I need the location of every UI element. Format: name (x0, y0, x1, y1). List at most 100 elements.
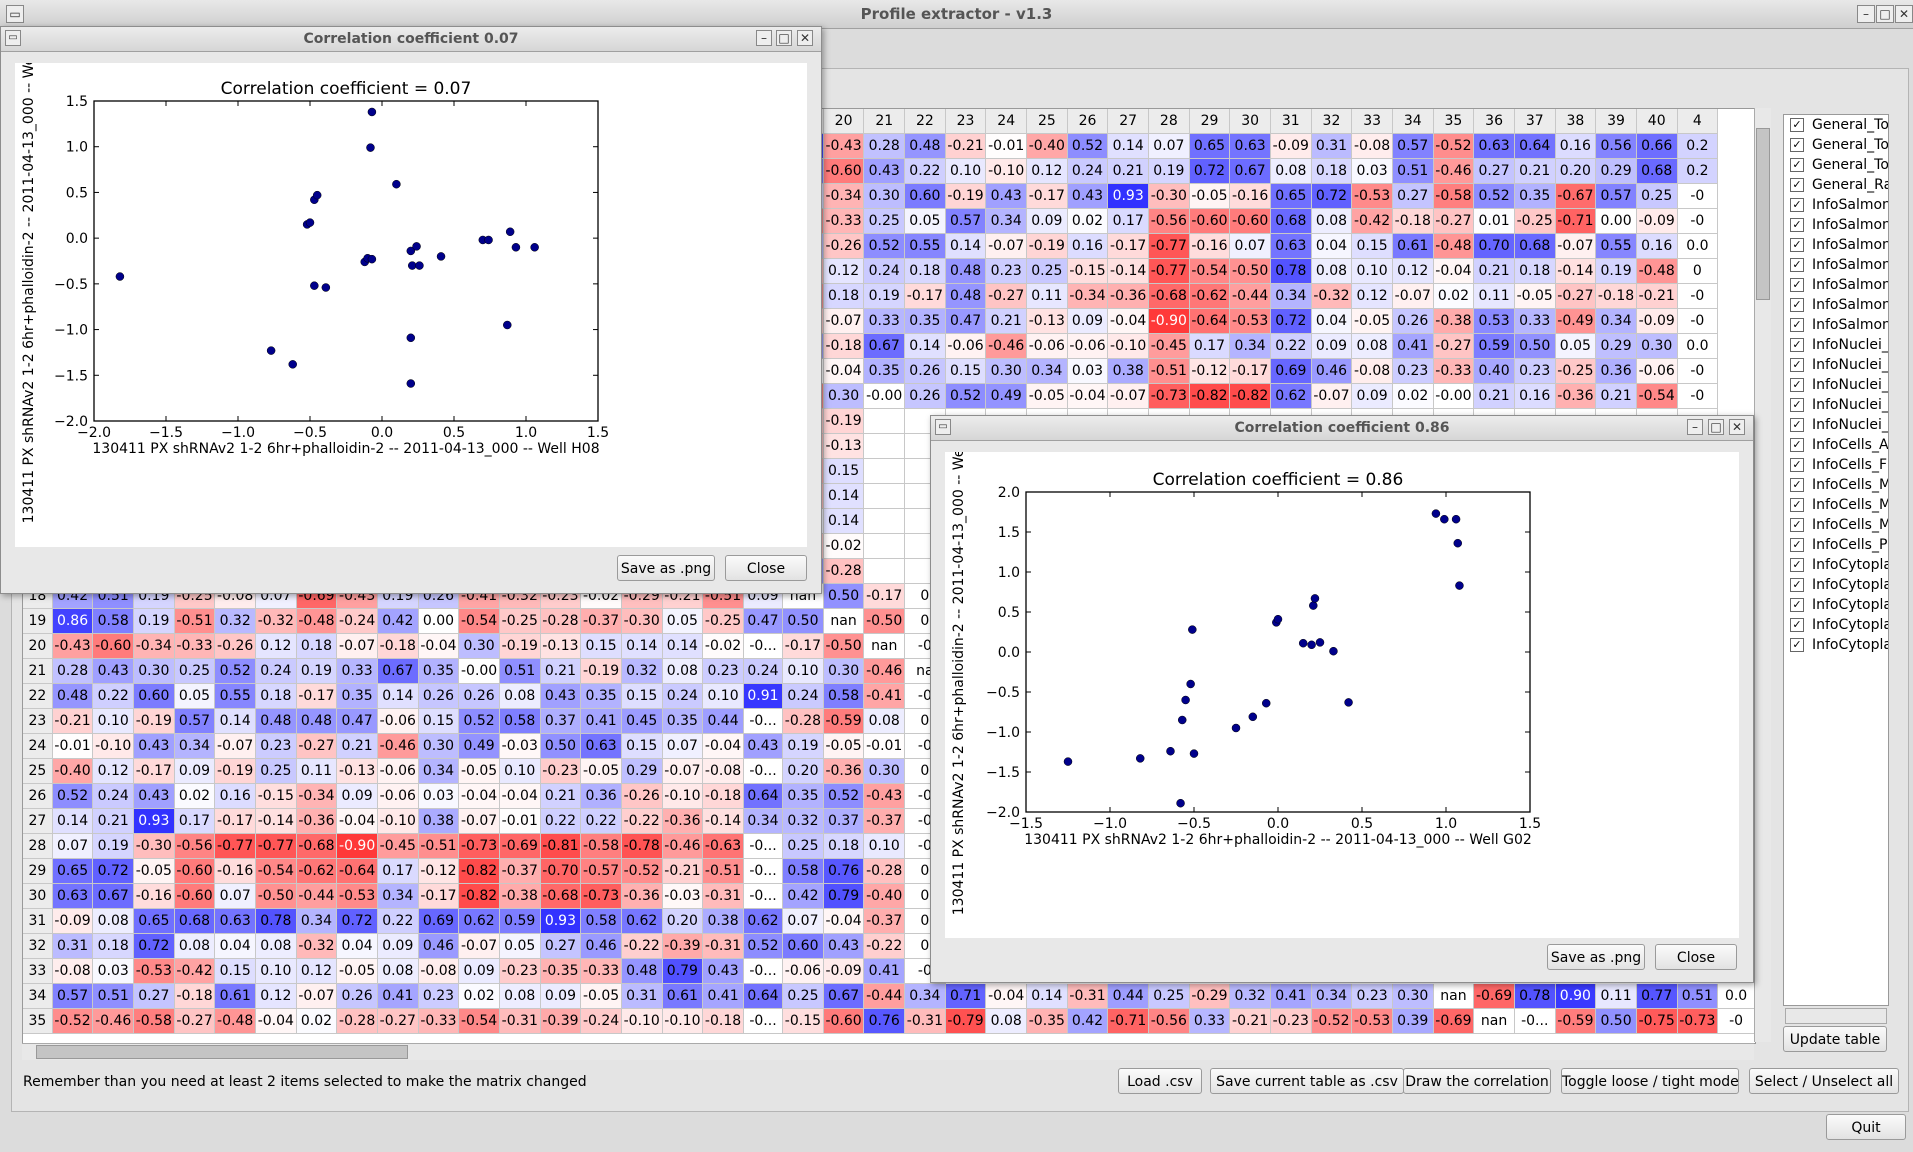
table-cell[interactable]: 0.49 (458, 733, 500, 759)
table-cell[interactable]: 0.38 (1107, 358, 1149, 384)
table-cell[interactable]: 0.34 (296, 908, 338, 934)
checkbox-checked-icon[interactable]: ✓ (1790, 398, 1804, 412)
row-header[interactable]: 31 (23, 908, 53, 934)
table-cell[interactable]: 0.41 (580, 708, 622, 734)
table-cell[interactable]: -0.00 (458, 658, 500, 684)
table-cell[interactable]: 0.18 (1311, 158, 1353, 184)
table-cell[interactable]: 0.01 (1473, 208, 1515, 234)
table-cell[interactable]: -0.09 (1270, 133, 1312, 159)
table-cell[interactable]: 0.45 (621, 708, 663, 734)
table-cell[interactable]: 0.50 (782, 608, 824, 634)
table-cell[interactable]: 0.62 (1270, 383, 1312, 409)
table-cell[interactable]: -0.41 (863, 683, 906, 709)
table-cell[interactable]: -0.69 (1473, 983, 1515, 1009)
table-cell[interactable]: 0.35 (580, 683, 622, 709)
row-header[interactable]: 33 (23, 958, 53, 984)
table-cell[interactable]: 0.09 (1067, 308, 1109, 334)
table-cell[interactable]: -0.07 (985, 233, 1028, 259)
table-cell[interactable]: 0.24 (92, 783, 135, 809)
table-cell[interactable]: 0.02 (1392, 383, 1434, 409)
table-cell[interactable]: -0.48 (214, 1008, 256, 1034)
table-cell[interactable]: -0.26 (823, 233, 865, 259)
table-cell[interactable]: -0.63 (702, 833, 744, 859)
table-cell[interactable]: -0.34 (1067, 283, 1109, 309)
table-cell[interactable]: -0.06 (1636, 358, 1678, 384)
table-cell[interactable]: -0.54 (1636, 383, 1678, 409)
table-cell[interactable]: -0.64 (1189, 308, 1231, 334)
table-cell[interactable]: -0.21 (1229, 1008, 1271, 1034)
table-cell[interactable]: 0.12 (255, 633, 297, 659)
table-cell[interactable]: 0.16 (1636, 233, 1678, 259)
row-header[interactable]: 30 (23, 883, 53, 909)
table-cell[interactable]: 0.00 (1595, 208, 1637, 234)
table-cell[interactable]: 0.62 (743, 908, 784, 934)
table-cell[interactable]: 0.18 (92, 933, 135, 959)
checkbox-checked-icon[interactable]: ✓ (1790, 358, 1804, 372)
table-cell[interactable]: -0.38 (1433, 308, 1475, 334)
table-cell[interactable]: 0.10 (499, 758, 541, 784)
save-png-button[interactable]: Save as .png (1547, 944, 1645, 970)
table-cell[interactable]: 0.55 (1595, 233, 1637, 259)
table-cell[interactable]: 0.60 (782, 933, 824, 959)
table-cell[interactable]: 0.10 (945, 158, 987, 184)
table-cell[interactable]: 0.29 (1595, 333, 1637, 359)
table-cell[interactable]: 0.51 (1392, 158, 1434, 184)
table-cell[interactable]: -0.13 (1026, 308, 1068, 334)
table-cell[interactable]: -0.62 (296, 858, 338, 884)
table-cell[interactable]: 0.34 (1311, 983, 1353, 1009)
table-cell[interactable]: -0.07 (823, 308, 865, 334)
checklist-item[interactable]: ✓ InfoSalmon (1784, 295, 1888, 315)
table-cell[interactable]: -0.46 (92, 1008, 135, 1034)
table-cell[interactable]: 0.65 (133, 908, 175, 934)
table-cell[interactable]: -0.06 (377, 783, 419, 809)
close-button[interactable]: Close (725, 555, 807, 581)
table-cell[interactable]: 0.34 (1026, 358, 1068, 384)
table-cell[interactable]: 0.04 (214, 933, 256, 959)
table-cell[interactable]: 0.42 (377, 608, 419, 634)
table-cell[interactable]: -0.37 (499, 858, 541, 884)
table-cell[interactable]: -0.58 (1433, 183, 1475, 209)
table-cell[interactable]: 0.24 (743, 658, 784, 684)
table-cell[interactable]: 0.37 (540, 708, 582, 734)
table-cell[interactable]: -0.07 (296, 983, 338, 1009)
table-cell[interactable]: 0.02 (296, 1008, 338, 1034)
table-cell[interactable]: -0.54 (255, 858, 297, 884)
table-cell[interactable]: -0.10 (985, 158, 1028, 184)
table-cell[interactable]: 0.63 (1229, 133, 1271, 159)
column-header[interactable]: 4 (1677, 109, 1719, 134)
table-cell[interactable]: 0.25 (1636, 183, 1678, 209)
table-cell[interactable]: -0.68 (1148, 283, 1190, 309)
table-cell[interactable]: -0.36 (1107, 283, 1149, 309)
table-cell[interactable]: 0.22 (377, 908, 419, 934)
checklist-item[interactable]: ✓ InfoSalmon (1784, 195, 1888, 215)
table-cell[interactable]: 0.21 (1473, 258, 1515, 284)
table-cell[interactable]: 0.48 (255, 708, 297, 734)
table-cell[interactable]: -0.17 (418, 883, 460, 909)
table-cell[interactable]: 0.15 (823, 458, 865, 484)
table-cell[interactable]: -0.04 (1107, 308, 1149, 334)
table-cell[interactable]: -0.33 (580, 958, 622, 984)
table-cell[interactable]: 0.39 (1392, 1008, 1434, 1034)
table-cell[interactable]: 0.25 (782, 833, 824, 859)
table-cell[interactable]: -0.60 (1229, 208, 1271, 234)
table-cell[interactable]: -0.27 (296, 733, 338, 759)
table-cell[interactable]: 0.11 (296, 758, 338, 784)
table-cell[interactable]: -0.71 (1107, 1008, 1149, 1034)
table-cell[interactable]: -0.37 (863, 908, 906, 934)
table-cell[interactable]: 0.25 (863, 208, 906, 234)
table-cell[interactable]: -0.07 (662, 758, 704, 784)
table-cell[interactable]: -0.82 (1189, 383, 1231, 409)
column-header[interactable]: 25 (1026, 109, 1068, 134)
table-cell[interactable]: -0.00 (1433, 383, 1475, 409)
table-cell[interactable]: 0.63 (580, 733, 622, 759)
table-cell[interactable]: -0 (1677, 358, 1719, 384)
table-cell[interactable] (863, 508, 906, 534)
table-cell[interactable]: -0.31 (702, 933, 744, 959)
row-header[interactable]: 22 (23, 683, 53, 709)
table-cell[interactable]: 0.12 (92, 758, 135, 784)
table-cell[interactable]: -0.40 (52, 758, 94, 784)
table-cell[interactable]: 0.21 (92, 808, 135, 834)
table-cell[interactable]: -0.04 (1433, 258, 1475, 284)
table-cell[interactable]: -0.60 (92, 633, 135, 659)
table-cell[interactable]: 0.21 (985, 308, 1028, 334)
